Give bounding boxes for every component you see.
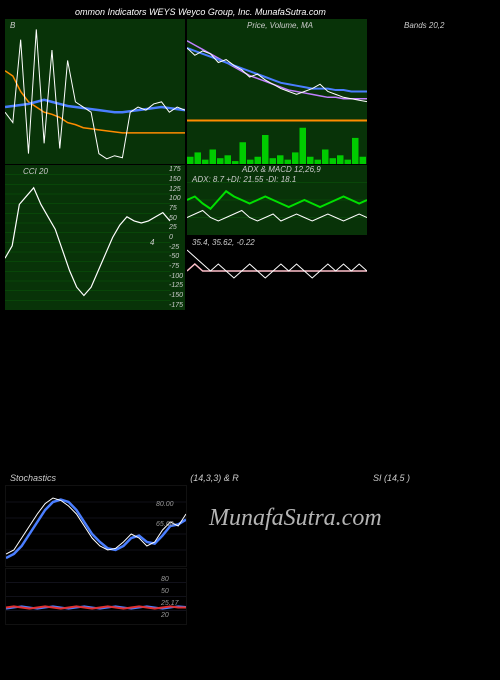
svg-text:4: 4 — [150, 238, 155, 247]
chart-svg-2 — [187, 19, 367, 164]
panel-title: ADX & MACD 12,26,9 — [242, 165, 321, 174]
chart-panel-bands: Bands 20,2 — [369, 19, 479, 164]
stoch-label-mid: (14,3,3) & R — [190, 473, 239, 483]
stochastics-header: Stochastics (14,3,3) & R SI (14,5 ) — [5, 471, 415, 485]
chart-panel-price: Price, Volume, MA — [187, 19, 367, 164]
panel-subtitle: ADX: 8.7 +DI: 21.55 -DI: 18.1 — [192, 175, 296, 184]
chart-panel-bollinger: B — [5, 19, 185, 164]
svg-text:80: 80 — [161, 576, 169, 583]
chart-svg-stoch2: 80 50 25.17 20 — [6, 569, 186, 624]
stoch-label-right: SI (14,5 ) — [373, 473, 410, 483]
stoch-label-left: Stochastics — [10, 473, 56, 483]
svg-text:25.17: 25.17 — [160, 600, 180, 607]
chart-panel-stochastics: 80.00 65.60 — [5, 485, 187, 567]
svg-text:50: 50 — [161, 588, 169, 595]
svg-text:65.60: 65.60 — [156, 521, 174, 528]
svg-text:20: 20 — [160, 612, 169, 619]
svg-text:80.00: 80.00 — [156, 501, 174, 508]
chart-svg-1 — [5, 19, 185, 164]
chart-svg-4: 4 — [5, 165, 185, 310]
y-axis-labels: 1751501251007550250-25-50-75-100-125-150… — [169, 165, 183, 310]
chart-panel-adx: ADX & MACD 12,26,9 ADX: 8.7 +DI: 21.55 -… — [187, 165, 367, 235]
chart-panel-macd: 35.4, 35.62, -0.22 — [187, 236, 367, 306]
panel-title: B — [10, 21, 15, 30]
chart-svg-stoch1: 80.00 65.60 — [6, 486, 186, 566]
page-header: ommon Indicators WEYS Weyco Group, Inc. … — [75, 5, 495, 19]
panel-title: Bands 20,2 — [404, 21, 444, 30]
panel-title: Price, Volume, MA — [247, 21, 313, 30]
panel-title: CCI 20 — [23, 167, 48, 176]
watermark-text: MunafaSutra.com — [209, 505, 382, 532]
chart-panel-rsi: 80 50 25.17 20 — [5, 568, 187, 625]
chart-panel-cci: CCI 20 1751501251007550250-25-50-75-100-… — [5, 165, 185, 310]
panel-title: 35.4, 35.62, -0.22 — [192, 238, 255, 247]
